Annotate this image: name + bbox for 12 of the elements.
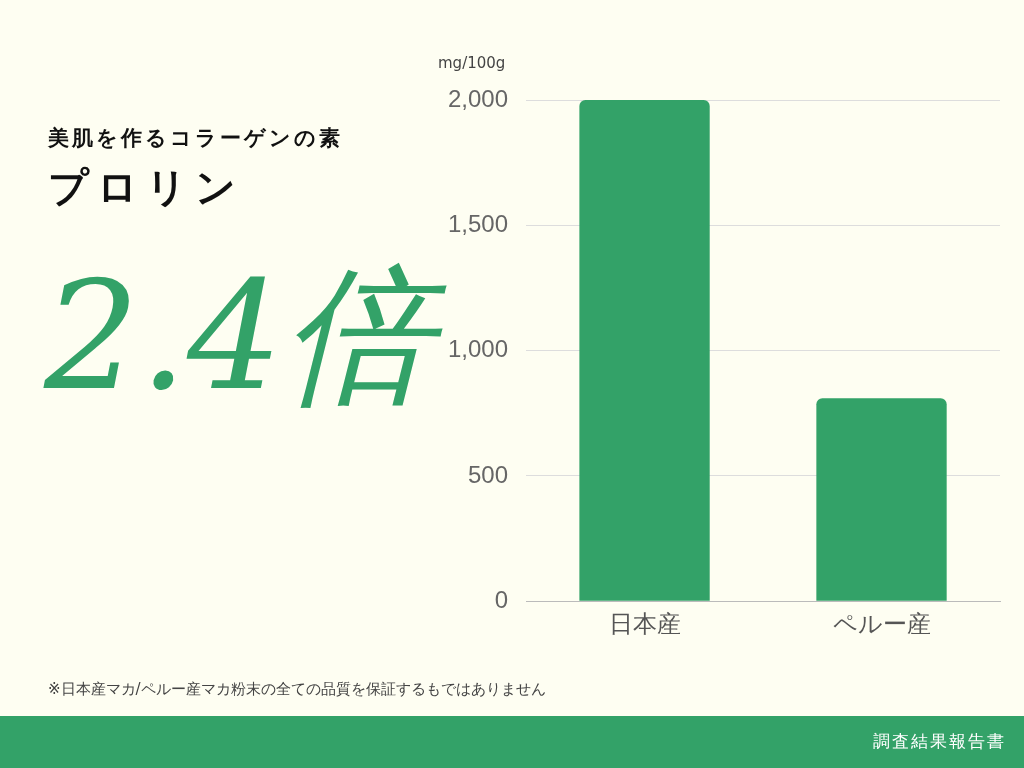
y-tick-label: 1,500 bbox=[448, 209, 509, 237]
text: 調査結果報告書 bbox=[873, 730, 1006, 753]
x-tick-label: 日本産 bbox=[608, 610, 681, 638]
y-tick-label: 1,000 bbox=[448, 335, 509, 363]
y-tick-label: 500 bbox=[468, 460, 509, 488]
x-tick-label: ペルー産 bbox=[832, 610, 931, 638]
text: プロリン bbox=[48, 163, 244, 212]
text: 美肌を作るコラーゲンの素 bbox=[48, 125, 343, 152]
text: ※日本産マカ/ペルー産マカ粉末の全ての品質を保証するもではありません bbox=[48, 680, 546, 699]
y-tick-label: 0 bbox=[494, 585, 509, 613]
y-axis-title: mg/100g bbox=[438, 54, 506, 73]
y-tick-label: 2,000 bbox=[448, 84, 509, 112]
